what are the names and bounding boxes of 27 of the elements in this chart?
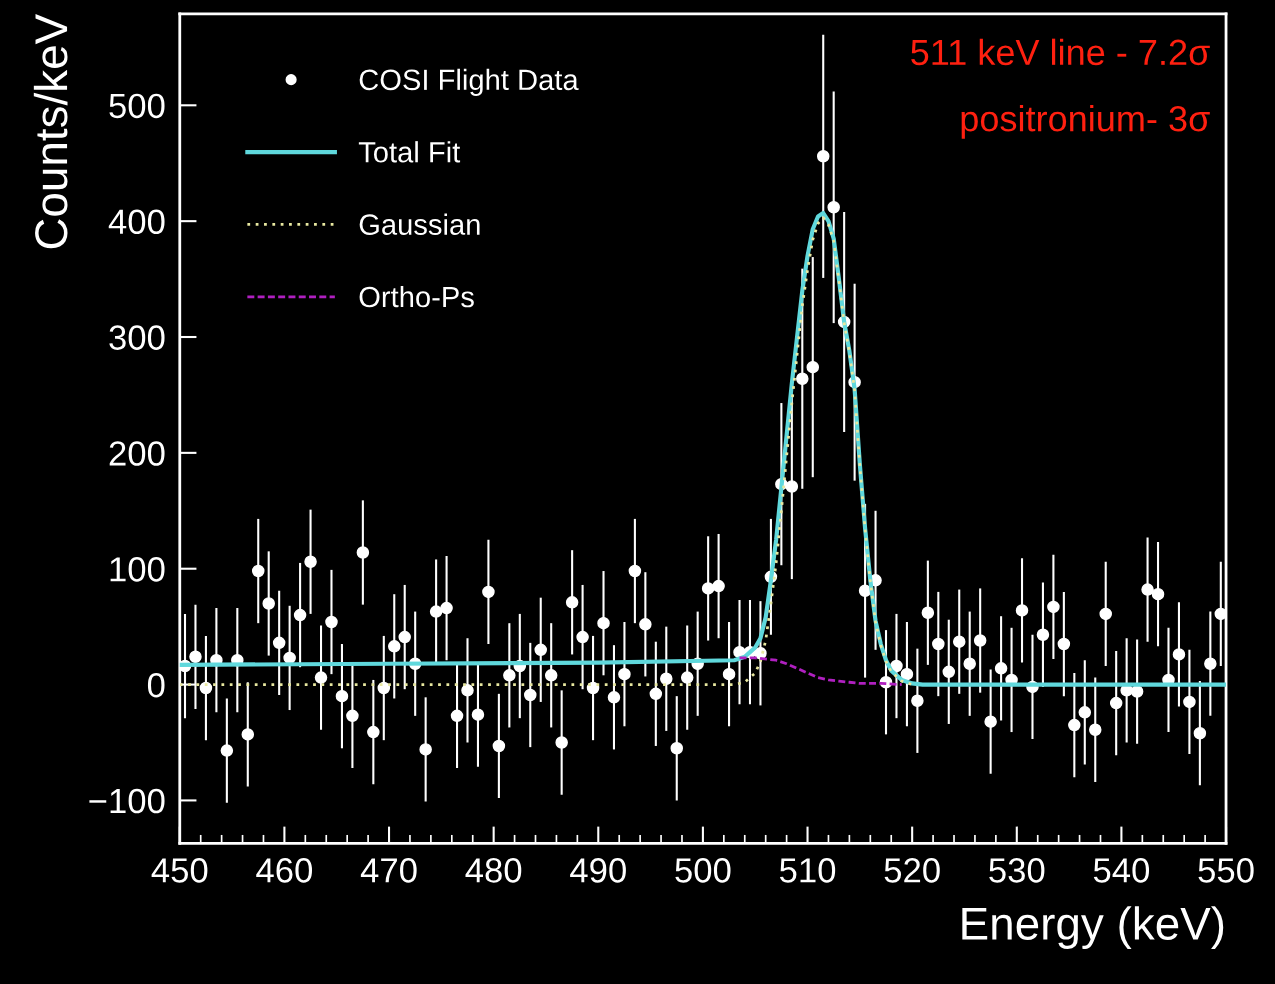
x-tick-label: 480 (465, 858, 522, 883)
x-tick-label: 530 (989, 858, 1045, 883)
y-tick-label: 100 (110, 557, 165, 582)
y-tick-label: −100 (89, 788, 165, 814)
x-tick-label: 470 (360, 858, 417, 883)
y-tick-label: 200 (109, 441, 165, 466)
x-tick-label: 550 (1198, 858, 1254, 883)
legend-label: Total Fit (358, 141, 461, 163)
line-series (179, 210, 1227, 687)
x-tick-label: 540 (1093, 858, 1150, 883)
legend-label: Ortho-Ps (359, 285, 474, 308)
y-tick-label: 500 (109, 93, 165, 119)
legend-label: Gaussian (359, 213, 480, 235)
x-tick-label: 500 (675, 858, 731, 883)
x-tick-label: 450 (151, 858, 208, 883)
x-tick-label: 460 (256, 858, 313, 883)
annotation: positronium- 3σ (961, 105, 1210, 139)
x-tick-label: 510 (779, 858, 836, 883)
x-tick-label: 520 (884, 858, 940, 883)
annotation: 511 keV line - 7.2σ (911, 38, 1210, 66)
y-axis-title: Counts/keV (33, 13, 68, 249)
x-axis-title: Energy (keV) (962, 906, 1224, 949)
legend-label: COSI Flight Data (359, 68, 579, 96)
y-tick-label: 0 (147, 672, 165, 698)
y-tick-label: 300 (109, 325, 165, 350)
y-tick-label: 400 (108, 209, 165, 235)
x-tick-label: 490 (570, 858, 626, 883)
